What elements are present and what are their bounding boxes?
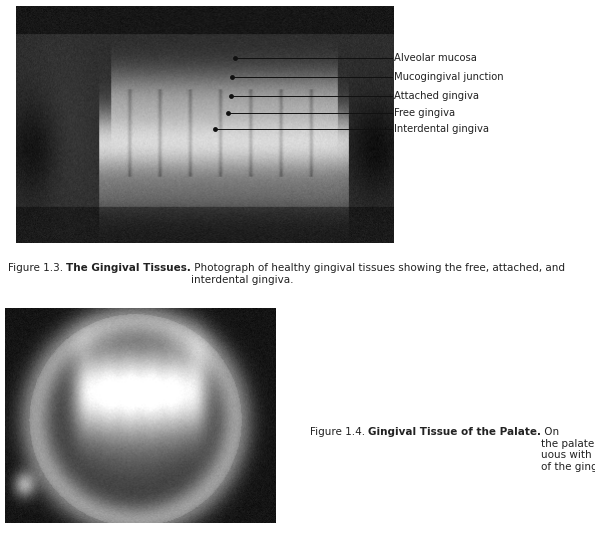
Text: On
the palate, the lingual gingiva is directly contin-
uous with the keratinized: On the palate, the lingual gingiva is di… — [541, 427, 595, 472]
Text: Free gingiva: Free gingiva — [394, 108, 455, 118]
Text: Photograph of healthy gingival tissues showing the free, attached, and
interdent: Photograph of healthy gingival tissues s… — [191, 263, 565, 285]
Text: The Gingival Tissues.: The Gingival Tissues. — [67, 263, 191, 273]
Text: Interdental gingiva: Interdental gingiva — [394, 124, 489, 134]
Text: Attached gingiva: Attached gingiva — [394, 91, 479, 101]
Text: Gingival Tissue of the Palate.: Gingival Tissue of the Palate. — [368, 427, 541, 437]
Text: Figure 1.3.: Figure 1.3. — [8, 263, 67, 273]
Text: Alveolar mucosa: Alveolar mucosa — [394, 53, 477, 63]
Text: Mucogingival junction: Mucogingival junction — [394, 72, 503, 82]
Text: Figure 1.4.: Figure 1.4. — [310, 427, 368, 437]
